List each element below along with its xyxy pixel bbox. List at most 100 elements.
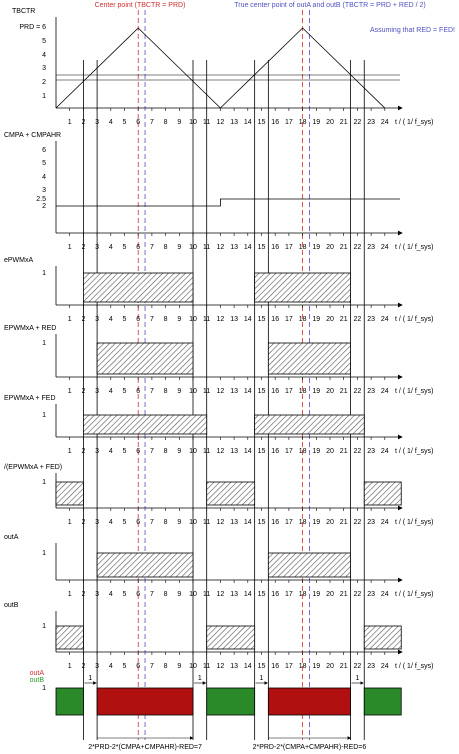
tick-label: 6 (136, 388, 140, 395)
annotation: True center point of outA and outB (TBCT… (234, 2, 426, 9)
tick-label: 6 (136, 519, 140, 526)
pulse (83, 272, 194, 303)
tick-label: 16 (271, 663, 279, 670)
tick-label: 14 (244, 448, 252, 455)
legend-outb: outB (30, 677, 45, 684)
pulse (96, 342, 194, 375)
tick-label: 3 (95, 119, 99, 126)
tick-label: 4 (109, 591, 113, 598)
annotation: Assuming that RED = FED! (370, 27, 455, 34)
tick-label: 22 (354, 244, 362, 251)
tick-label: 12 (217, 519, 225, 526)
tick-label: 15 (258, 519, 266, 526)
output-bar (96, 687, 194, 716)
tick-label: 7 (150, 244, 154, 251)
tick-label: 15 (258, 591, 266, 598)
tick-label: 19 (312, 663, 320, 670)
gap-label: 1 (88, 675, 92, 682)
tick-label: 23 (367, 591, 375, 598)
pulse (55, 481, 84, 506)
tick-label: 21 (340, 519, 348, 526)
tick-label: 17 (285, 663, 293, 670)
tick-label: 21 (340, 448, 348, 455)
tick-label: 8 (164, 244, 168, 251)
tick-label: 24 (381, 591, 389, 598)
pulse (267, 552, 351, 578)
tick-label: 16 (271, 591, 279, 598)
pulse (206, 481, 256, 506)
tick-label: 23 (367, 388, 375, 395)
tick-label: 23 (367, 519, 375, 526)
tick-label: 9 (177, 119, 181, 126)
tick-label: 1 (68, 119, 72, 126)
tick-label: 4 (109, 663, 113, 670)
tick-label: 17 (285, 244, 293, 251)
pulse (254, 272, 351, 303)
pulse (267, 342, 351, 375)
y-label: 3 (42, 65, 46, 72)
tick-label: 2 (81, 119, 85, 126)
tick-label: 23 (367, 316, 375, 323)
tick-label: 16 (271, 119, 279, 126)
tick-label: 2 (81, 591, 85, 598)
gap-label: 1 (198, 675, 202, 682)
tick-label: 7 (150, 591, 154, 598)
tick-label: 4 (109, 316, 113, 323)
tick-label: 19 (312, 244, 320, 251)
pulse (83, 414, 208, 435)
tick-label: 2 (81, 519, 85, 526)
axis-label: t / ( 1/ f_sys) (395, 448, 434, 455)
pulse (96, 552, 194, 578)
output-bar (206, 687, 256, 716)
tick-label: 10 (189, 448, 197, 455)
tick-label: 15 (258, 316, 266, 323)
tick-label: 4 (109, 519, 113, 526)
tick-label: 11 (203, 519, 210, 526)
tick-label: 11 (203, 316, 210, 323)
tick-label: 24 (381, 244, 389, 251)
tick-label: 1 (68, 388, 72, 395)
y-label: 1 (42, 340, 46, 347)
panel-label: EPWMxA + FED (4, 395, 56, 402)
tick-label: 5 (123, 663, 127, 670)
tick-label: 10 (189, 316, 197, 323)
tick-label: 14 (244, 591, 252, 598)
tick-label: 13 (230, 388, 238, 395)
tick-label: 7 (150, 316, 154, 323)
tick-label: 13 (230, 519, 238, 526)
tick-label: 23 (367, 448, 375, 455)
tick-label: 22 (354, 448, 362, 455)
tick-label: 8 (164, 448, 168, 455)
tick-label: 1 (68, 316, 72, 323)
tick-label: 8 (164, 316, 168, 323)
tick-label: 5 (123, 316, 127, 323)
y-label: 1 (42, 412, 46, 419)
tick-label: 12 (217, 119, 225, 126)
y-label: 4 (42, 174, 46, 181)
tick-label: 11 (203, 663, 210, 670)
tick-label: 14 (244, 316, 252, 323)
panel-label: ePWMxA (4, 257, 34, 264)
tick-label: 24 (381, 388, 389, 395)
tick-label: 8 (164, 663, 168, 670)
tick-label: 12 (217, 663, 225, 670)
tick-label: 18 (299, 244, 307, 251)
y-label: 5 (42, 160, 46, 167)
axis-label: t / ( 1/ f_sys) (395, 388, 434, 395)
tick-label: 4 (109, 448, 113, 455)
tick-label: 19 (312, 316, 320, 323)
tick-label: 14 (244, 663, 252, 670)
tick-label: 19 (312, 448, 320, 455)
tick-label: 12 (217, 388, 225, 395)
pulse (363, 481, 402, 506)
tick-label: 23 (367, 244, 375, 251)
gap-label: 1 (260, 675, 264, 682)
panel-label: EPWMxA + RED (4, 325, 56, 332)
annotation: Center point (TBCTR = PRD) (95, 2, 186, 9)
gap-label: 1 (355, 675, 359, 682)
tick-label: 10 (189, 119, 197, 126)
tick-label: 21 (340, 591, 348, 598)
axis-label: t / ( 1/ f_sys) (395, 316, 434, 323)
tick-label: 9 (177, 663, 181, 670)
tick-label: 22 (354, 119, 362, 126)
